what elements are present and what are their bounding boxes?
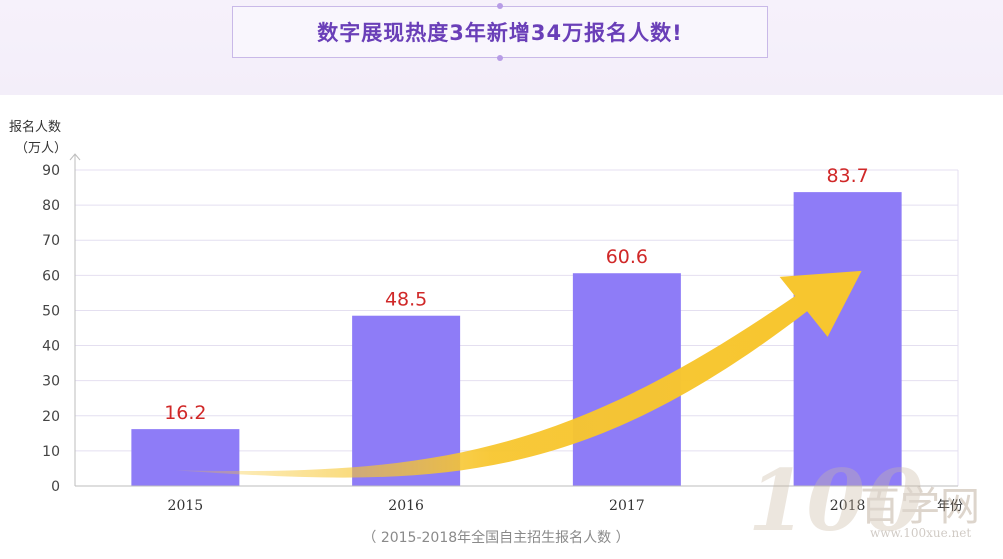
- y-tick-label: 20: [42, 409, 60, 425]
- data-label: 16.2: [164, 402, 206, 424]
- arrow-body: [175, 292, 808, 478]
- bar: [793, 192, 902, 486]
- data-label: 48.5: [385, 289, 427, 311]
- y-axis-label: 报名人数: [9, 119, 61, 135]
- x-axis-label: 年份: [937, 499, 963, 514]
- watermark-logo: 100 百学网 www.100xue.net: [748, 451, 980, 550]
- y-tick-label: 40: [42, 339, 60, 355]
- title-box: 数字展现热度3年新增34万报名人数!: [232, 3, 768, 61]
- chart-title: 数字展现热度3年新增34万报名人数!: [317, 21, 683, 45]
- x-tick-label: 2017: [609, 498, 645, 514]
- title-dot-top: [497, 3, 503, 9]
- data-label: 83.7: [826, 165, 868, 187]
- y-axis-arrowhead: [69, 153, 81, 161]
- watermark-logo-digits: 100: [748, 451, 923, 550]
- y-tick-label: 30: [42, 374, 60, 390]
- x-tick-label: 2015: [168, 498, 204, 514]
- y-tick-label: 70: [42, 233, 60, 249]
- y-axis-unit: （万人）: [15, 141, 67, 156]
- chart-caption: （ 2015-2018年全国自主招生报名人数 ）: [362, 529, 629, 546]
- arrow-head: [779, 270, 862, 337]
- x-tick-labels: 2015 2016 2017 2018: [168, 498, 866, 514]
- y-tick-label: 60: [42, 268, 60, 284]
- y-tick-label: 0: [51, 479, 60, 495]
- y-tick-label: 10: [42, 444, 60, 460]
- watermark-url: www.100xue.net: [870, 526, 971, 540]
- header-banner: 数字展现热度3年新增34万报名人数!: [0, 0, 1003, 95]
- data-labels: 16.2 48.5 60.6 83.7: [164, 165, 869, 424]
- y-tick-label: 50: [42, 303, 60, 319]
- y-tick-labels: 0 10 20 30 40 50 60 70 80 90: [42, 163, 60, 495]
- bar: [131, 429, 240, 486]
- y-tick-label: 80: [42, 198, 60, 214]
- watermark-name: 百学网: [860, 484, 980, 530]
- x-tick-label: 2018: [830, 498, 866, 514]
- title-dot-bottom: [497, 55, 503, 61]
- x-tick-label: 2016: [388, 498, 424, 514]
- trend-arrow: [175, 270, 862, 478]
- data-label: 60.6: [606, 246, 648, 268]
- y-tick-label: 90: [42, 163, 60, 179]
